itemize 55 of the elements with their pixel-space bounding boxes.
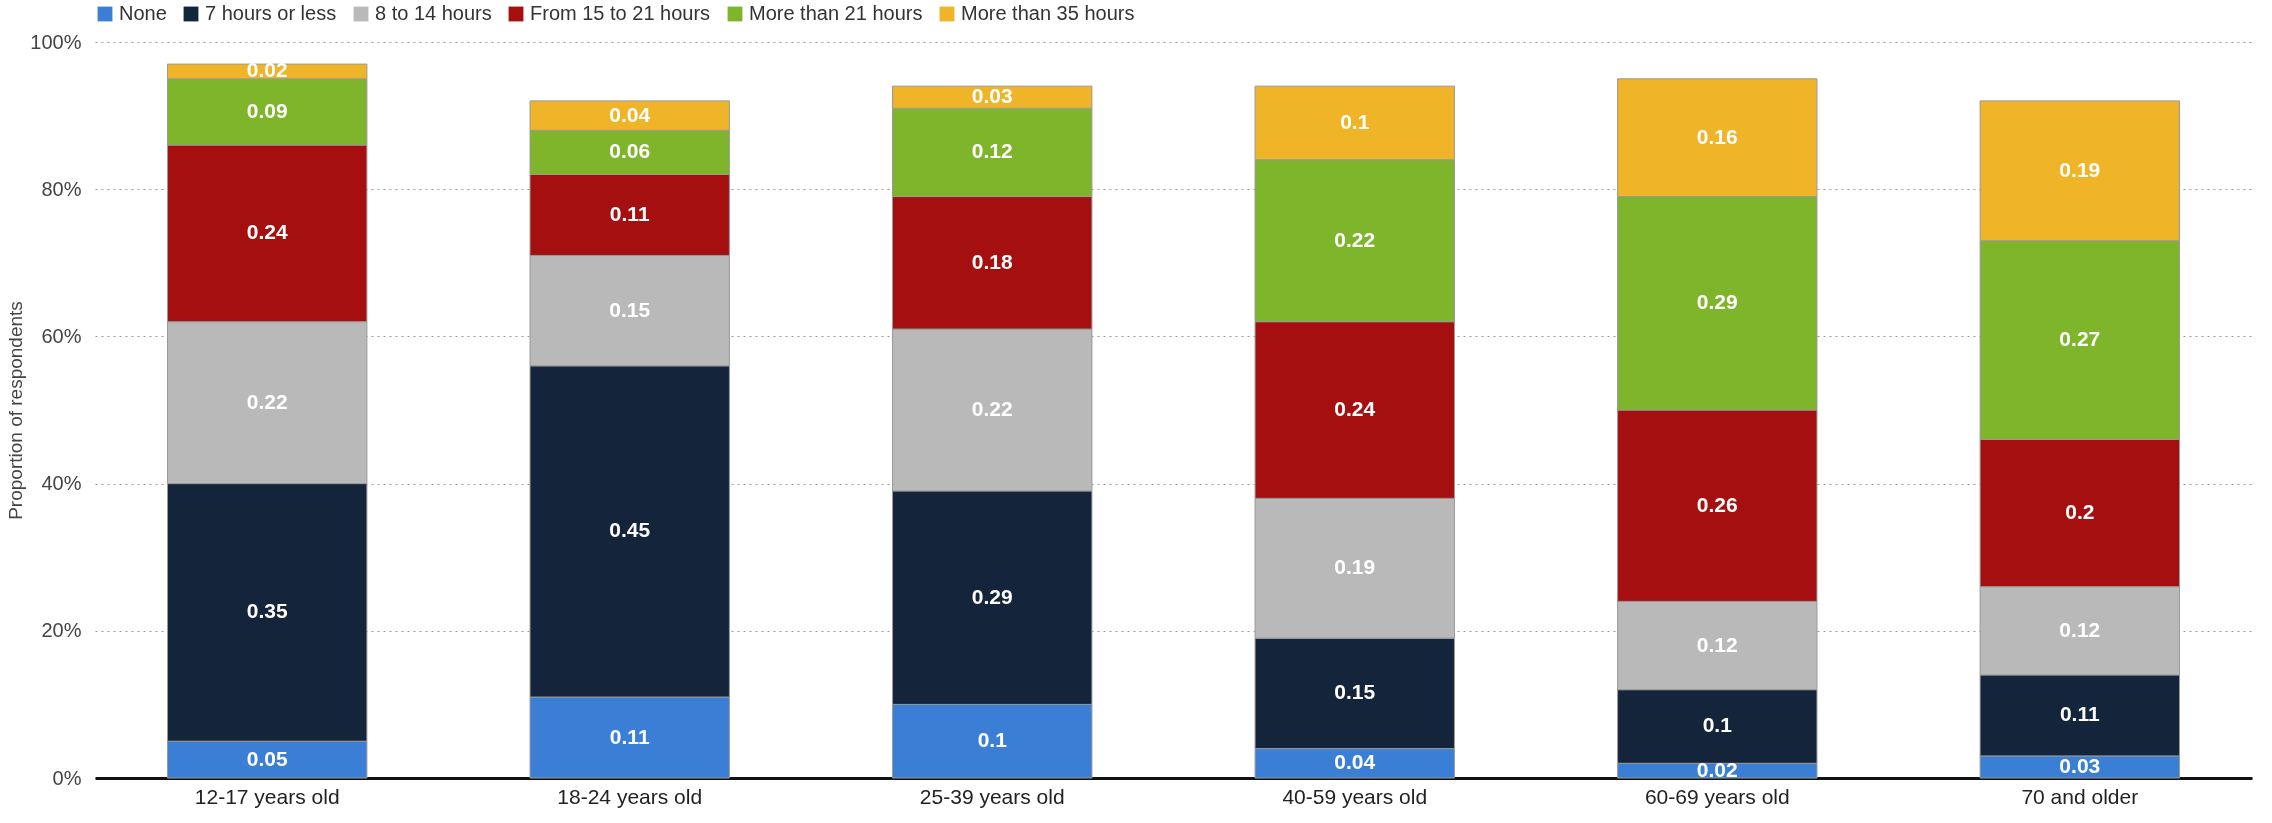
data-label: 0.16	[1696, 124, 1738, 148]
data-label: 0.19	[2059, 157, 2101, 181]
data-label: 0.19	[1334, 555, 1376, 579]
data-label: 0.06	[609, 139, 651, 163]
legend-label: More than 21 hours	[749, 2, 923, 24]
data-label: 0.05	[246, 746, 288, 770]
data-label: 0.11	[2059, 702, 2100, 726]
data-label: 0.29	[971, 584, 1013, 608]
data-label: 0.22	[971, 397, 1013, 420]
data-label: 0.1	[1340, 109, 1370, 133]
legend-label: None	[119, 2, 167, 24]
data-label: 0.24	[1334, 397, 1376, 420]
data-label: 0.27	[2059, 327, 2101, 351]
y-tick-label: 60%	[41, 324, 82, 347]
data-label: 0.26	[1696, 492, 1738, 516]
x-tick-label: 40-59 years old	[1282, 784, 1428, 808]
data-label: 0.09	[246, 98, 288, 122]
data-label: 0.1	[977, 728, 1008, 752]
y-tick-label: 40%	[41, 472, 82, 495]
y-axis-title: Proportion of respondents	[5, 301, 27, 520]
data-label: 0.12	[2059, 617, 2101, 641]
data-label: 0.02	[1696, 757, 1738, 781]
data-label: 0.12	[971, 139, 1013, 163]
data-label: 0.12	[1696, 632, 1738, 656]
data-label: 0.15	[609, 297, 651, 321]
legend-label: More than 35 hours	[961, 2, 1135, 24]
y-tick-label: 100%	[30, 30, 82, 53]
data-label: 0.45	[609, 518, 651, 542]
data-label: 0.11	[609, 201, 650, 225]
y-tick-label: 20%	[41, 619, 82, 642]
data-label: 0.22	[1334, 227, 1376, 251]
legend-label: 8 to 14 hours	[375, 2, 492, 24]
x-tick-label: 18-24 years old	[557, 784, 703, 808]
data-label: 0.35	[246, 599, 288, 623]
data-label: 0.04	[609, 102, 651, 126]
data-label: 0.04	[1334, 750, 1376, 774]
x-tick-label: 60-69 years old	[1644, 784, 1790, 808]
data-label: 0.24	[246, 220, 288, 244]
data-label: 0.22	[246, 389, 288, 413]
data-label: 0.02	[246, 58, 288, 82]
y-tick-label: 0%	[52, 766, 82, 789]
data-label: 0.03	[2059, 753, 2101, 777]
x-tick-label: 12-17 years old	[194, 784, 340, 808]
data-label: 0.11	[609, 724, 650, 748]
x-tick-label: 70 and older	[2021, 784, 2139, 808]
y-tick-label: 80%	[41, 177, 82, 200]
legend-label: From 15 to 21 hours	[530, 2, 711, 24]
data-label: 0.15	[1334, 680, 1376, 704]
x-tick-label: 25-39 years old	[919, 784, 1065, 808]
legend-label: 7 hours or less	[205, 2, 337, 24]
data-label: 0.18	[971, 249, 1013, 273]
data-label: 0.2	[2065, 500, 2095, 524]
data-label: 0.1	[1702, 713, 1733, 737]
data-label: 0.29	[1696, 290, 1738, 314]
data-label: 0.03	[971, 84, 1013, 108]
